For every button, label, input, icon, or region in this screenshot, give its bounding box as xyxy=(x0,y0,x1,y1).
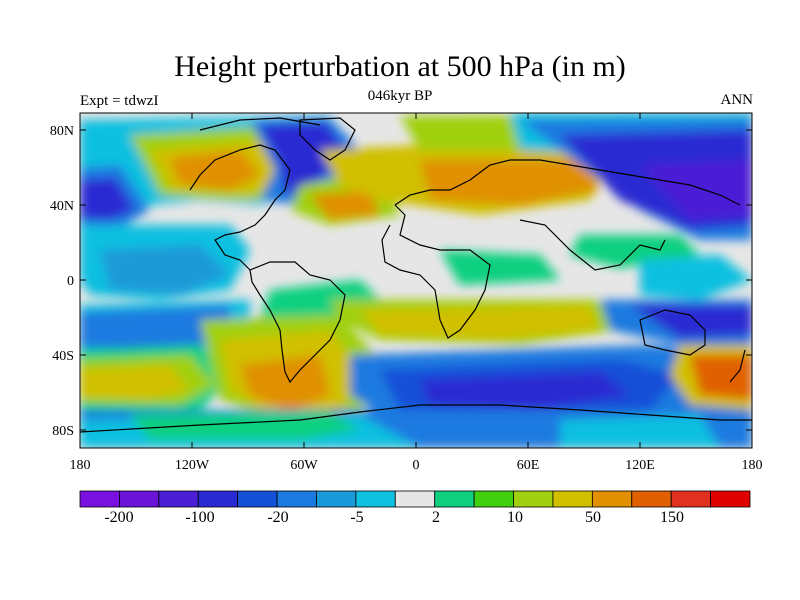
lon-tick-label: 60W xyxy=(290,458,318,473)
lon-tick-label: 120W xyxy=(175,458,210,473)
lat-tick-label: 80S xyxy=(52,424,74,439)
colorbar-label: -200 xyxy=(104,509,133,526)
colorbar-swatch xyxy=(79,490,120,508)
colorbar-labels: -200 -100 -20 -5 2 10 50 150 xyxy=(104,509,684,526)
colorbar-swatch xyxy=(316,490,357,508)
colorbar-swatch xyxy=(276,490,317,508)
colorbar-swatch xyxy=(394,490,436,508)
colorbar-swatch xyxy=(434,490,475,508)
colorbar xyxy=(79,490,751,508)
colorbar-swatch xyxy=(237,490,278,508)
lon-tick-label: 60E xyxy=(517,458,540,473)
season-label: ANN xyxy=(720,92,754,108)
lon-tick-label: 120E xyxy=(625,458,655,473)
colorbar-swatch xyxy=(591,490,633,508)
colorbar-label: 2 xyxy=(432,509,440,526)
lon-tick-label: 180 xyxy=(70,458,91,473)
time-label: 046kyr BP xyxy=(367,88,433,104)
colorbar-swatch xyxy=(355,490,396,508)
lat-tick-label: 80N xyxy=(50,124,74,139)
colorbar-label: 10 xyxy=(507,509,523,526)
lon-tick-label: 180 xyxy=(742,458,763,473)
height-field xyxy=(80,113,752,448)
experiment-label: Expt = tdwzI xyxy=(80,93,159,109)
lat-tick-label: 40N xyxy=(50,199,74,214)
colorbar-label: 50 xyxy=(585,509,601,526)
colorbar-label: 150 xyxy=(660,509,684,526)
lat-axis: 80N 40N 0 40S 80S xyxy=(50,124,752,439)
colorbar-swatch xyxy=(710,490,751,508)
colorbar-swatch xyxy=(119,490,160,508)
lon-tick-label: 0 xyxy=(413,458,420,473)
colorbar-swatch xyxy=(197,490,239,508)
colorbar-swatch xyxy=(670,490,711,508)
plot-title: Height perturbation at 500 hPa (in m) xyxy=(174,50,626,83)
coastlines xyxy=(80,117,752,433)
colorbar-swatch xyxy=(631,490,672,508)
colorbar-swatch xyxy=(473,490,514,508)
lat-tick-label: 0 xyxy=(67,274,74,289)
colorbar-swatch xyxy=(513,490,554,508)
colorbar-swatch xyxy=(158,490,199,508)
lat-tick-label: 40S xyxy=(52,349,74,364)
colorbar-swatch xyxy=(552,490,593,508)
colorbar-label: -100 xyxy=(185,509,214,526)
colorbar-label: -20 xyxy=(267,509,288,526)
colorbar-label: -5 xyxy=(350,509,363,526)
lon-axis: 180 120W 60W 0 60E 120E 180 xyxy=(70,113,763,473)
